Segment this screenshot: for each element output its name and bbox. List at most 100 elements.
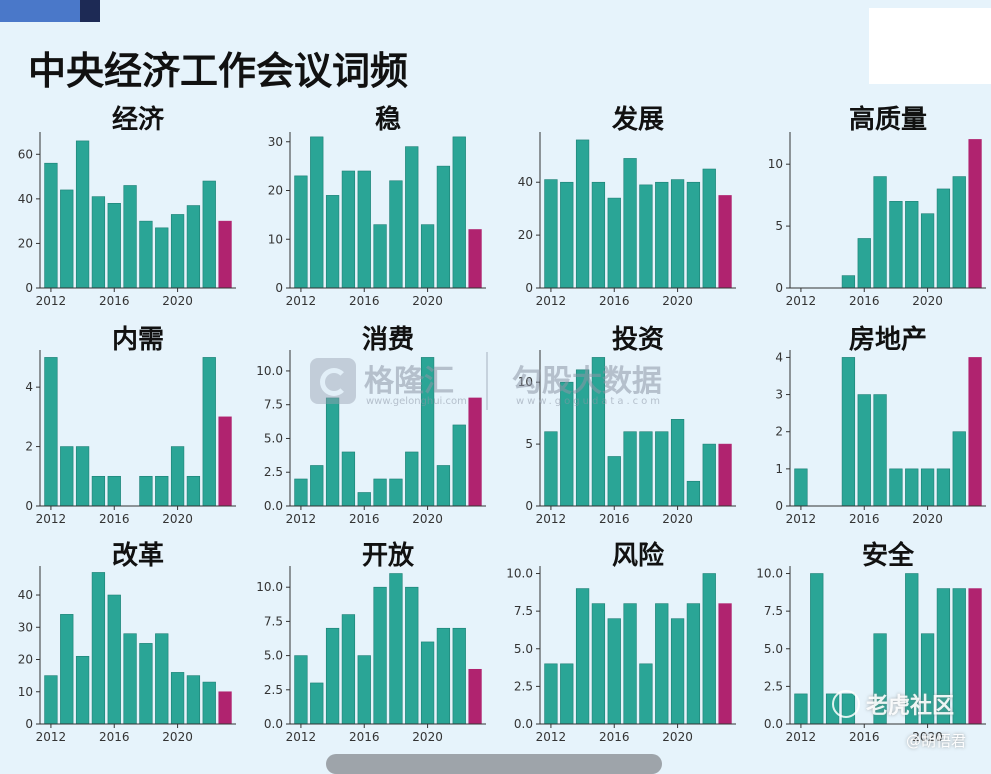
chart-svg-0: 经济 0 20 40 60 2012 2016 2020 (18, 104, 236, 308)
y-tick-label: 10 (518, 375, 533, 389)
bar (686, 480, 701, 507)
bar (905, 201, 919, 289)
gelonghui-watermark: 格隆汇 (364, 364, 454, 399)
x-tick-label: 2012 (786, 294, 817, 308)
bar (655, 181, 669, 289)
y-tick-label: 2 (25, 440, 33, 454)
y-tick-label: 0.0 (264, 499, 283, 513)
bar (591, 603, 606, 725)
bar (91, 572, 106, 725)
y-tick-label: 0 (25, 717, 33, 731)
y-tick-label: 0.0 (764, 717, 783, 731)
chart-svg-8: 改革 0 10 20 30 40 2012 2016 2020 (18, 540, 236, 744)
bar (857, 394, 871, 507)
chart-panel-4: 内需 0 2 4 2012 2016 2020 (0, 316, 240, 544)
bar (91, 196, 106, 289)
y-tick-label: 5.0 (264, 649, 283, 663)
gelonghui-logo-icon (310, 358, 356, 404)
bar (544, 179, 558, 289)
x-tick-label: 2016 (349, 730, 380, 744)
y-tick-label: 60 (18, 147, 33, 161)
chart-panel-10: 风险 0.0 2.5 5.0 7.5 10.0 2012 2016 2020 (500, 532, 740, 760)
bar (936, 188, 951, 289)
chart-title: 安全 (862, 540, 915, 571)
bar (123, 633, 137, 725)
bar (452, 627, 466, 725)
bar (170, 446, 185, 507)
y-tick-label: 0 (525, 281, 533, 295)
header-white-block (869, 8, 991, 84)
bar (623, 431, 637, 507)
bar (75, 446, 90, 507)
bar (170, 214, 185, 289)
chart-title: 房地产 (849, 325, 927, 355)
bar (670, 419, 685, 507)
bar (44, 162, 58, 289)
bar (560, 181, 574, 289)
chart-title: 投资 (612, 325, 664, 355)
x-tick-label: 2012 (536, 512, 567, 526)
bar (389, 573, 403, 725)
bar (44, 675, 58, 725)
y-tick-label: 7.5 (514, 604, 533, 618)
y-tick-label: 40 (18, 192, 33, 206)
x-tick-label: 2012 (786, 512, 817, 526)
chart-title: 风险 (612, 540, 665, 571)
x-tick-label: 2016 (99, 294, 130, 308)
x-tick-label: 2020 (912, 294, 943, 308)
bar (107, 594, 121, 725)
bar (452, 424, 466, 507)
bar (702, 168, 716, 289)
tiger-community-icon (832, 690, 860, 718)
bar (794, 468, 808, 507)
x-tick-label: 2016 (99, 730, 130, 744)
bar (873, 394, 887, 507)
chart-panel-9: 开放 0.0 2.5 5.0 7.5 10.0 2012 2016 2020 (250, 532, 490, 760)
bottom-scroll-indicator (326, 754, 662, 774)
bar (952, 176, 966, 289)
bar (75, 140, 90, 289)
chart-panel-8: 改革 0 10 20 30 40 2012 2016 2020 (0, 532, 240, 760)
bar (60, 189, 74, 289)
x-tick-label: 2020 (662, 294, 693, 308)
bar (607, 618, 621, 725)
gelonghui-url: www.gelonghui.com (366, 396, 467, 407)
bar (952, 431, 966, 507)
bar (341, 614, 356, 725)
bar (436, 627, 451, 725)
bar (920, 468, 935, 507)
bar (373, 224, 387, 289)
y-tick-label: 5 (525, 437, 533, 451)
x-tick-label: 2020 (412, 512, 443, 526)
y-tick-label: 10 (768, 157, 783, 171)
bar (155, 227, 169, 289)
x-tick-label: 2016 (599, 294, 630, 308)
bar (857, 238, 871, 289)
x-tick-label: 2016 (849, 294, 880, 308)
bar (373, 478, 387, 507)
bar (702, 573, 716, 725)
highlight-bar (968, 139, 982, 289)
chart-panel-1: 稳 0 10 20 30 2012 2016 2020 (250, 96, 490, 324)
bar (810, 573, 824, 725)
bar (639, 184, 653, 289)
y-tick-label: 40 (18, 588, 33, 602)
x-tick-label: 2020 (662, 512, 693, 526)
highlight-bar (718, 603, 732, 725)
bar (155, 633, 169, 725)
highlight-bar (718, 195, 732, 289)
x-tick-label: 2012 (36, 294, 67, 308)
bar (420, 224, 435, 289)
bar (686, 181, 701, 289)
y-tick-label: 10.0 (256, 580, 283, 594)
chart-svg-10: 风险 0.0 2.5 5.0 7.5 10.0 2012 2016 2020 (506, 540, 736, 744)
y-tick-label: 2.5 (264, 465, 283, 479)
bar (186, 475, 201, 507)
chart-svg-7: 房地产 0 1 2 3 4 2012 2016 2020 (775, 325, 986, 526)
bar (123, 185, 137, 289)
bar (702, 443, 716, 507)
bar (186, 205, 201, 289)
y-tick-label: 4 (25, 380, 33, 394)
x-tick-label: 2012 (536, 730, 567, 744)
